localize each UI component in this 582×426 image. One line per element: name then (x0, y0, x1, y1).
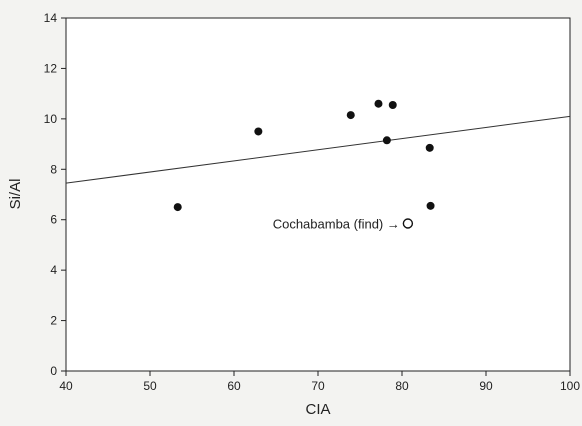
y-axis: 0 2 4 6 8 10 12 14 (44, 11, 66, 378)
y-tick-label: 6 (50, 213, 57, 227)
cochabamba-annotation-label: Cochabamba (find) → (273, 216, 400, 231)
x-tick-label: 70 (311, 379, 325, 393)
x-tick-label: 90 (479, 379, 493, 393)
y-tick-label: 8 (50, 162, 57, 176)
data-point (382, 136, 391, 145)
plot-area (65, 17, 571, 372)
y-tick-label: 4 (50, 263, 57, 277)
x-tick-label: 40 (59, 379, 73, 393)
y-tick-label: 0 (50, 364, 57, 378)
data-point (173, 203, 182, 212)
y-tick-label: 10 (44, 112, 58, 126)
data-point (425, 143, 434, 152)
y-tick-label: 14 (44, 11, 58, 25)
cochabamba-find-point (402, 218, 414, 229)
y-axis-title: Si/Al (7, 179, 24, 210)
y-tick-label: 12 (44, 61, 58, 75)
x-axis-title: CIA (305, 401, 330, 418)
x-axis: 40 50 60 70 80 90 100 (59, 371, 580, 393)
x-tick-label: 60 (227, 379, 241, 393)
trend-line (65, 115, 571, 184)
data-points (173, 99, 435, 212)
x-tick-label: 100 (560, 379, 580, 393)
data-point (388, 100, 397, 109)
data-point (346, 111, 355, 120)
data-point (254, 127, 263, 136)
data-point (426, 201, 435, 210)
x-tick-label: 50 (143, 379, 157, 393)
y-tick-label: 2 (50, 314, 57, 328)
data-point (374, 99, 383, 108)
x-tick-label: 80 (395, 379, 409, 393)
